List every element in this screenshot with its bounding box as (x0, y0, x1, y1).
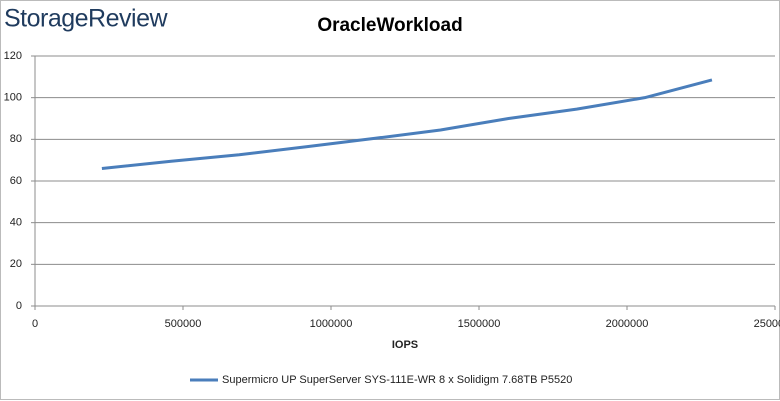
chart-title: OracleWorkload (317, 15, 462, 36)
y-tick-label: 100 (4, 92, 22, 104)
x-tick-label: 1500000 (458, 318, 501, 330)
y-tick-label: 80 (10, 133, 22, 145)
x-tick-label: 2000000 (606, 318, 649, 330)
y-tick-label: 120 (4, 50, 22, 62)
x-axis-title: IOPS (392, 339, 418, 351)
x-tick-label: 500000 (165, 318, 202, 330)
x-tick-label: 0 (32, 318, 38, 330)
y-tick-label: 0 (16, 300, 22, 312)
y-tick-label: 40 (10, 217, 22, 229)
y-tick-label: 20 (10, 258, 22, 270)
logo: StorageReview (4, 5, 168, 33)
legend-label: Supermicro UP SuperServer SYS-111E-WR 8 … (222, 374, 572, 386)
x-tick-label: 1000000 (310, 318, 353, 330)
x-tick-label: 2500000 (754, 318, 780, 330)
y-tick-label: 60 (10, 175, 22, 187)
data-line (101, 78, 713, 170)
